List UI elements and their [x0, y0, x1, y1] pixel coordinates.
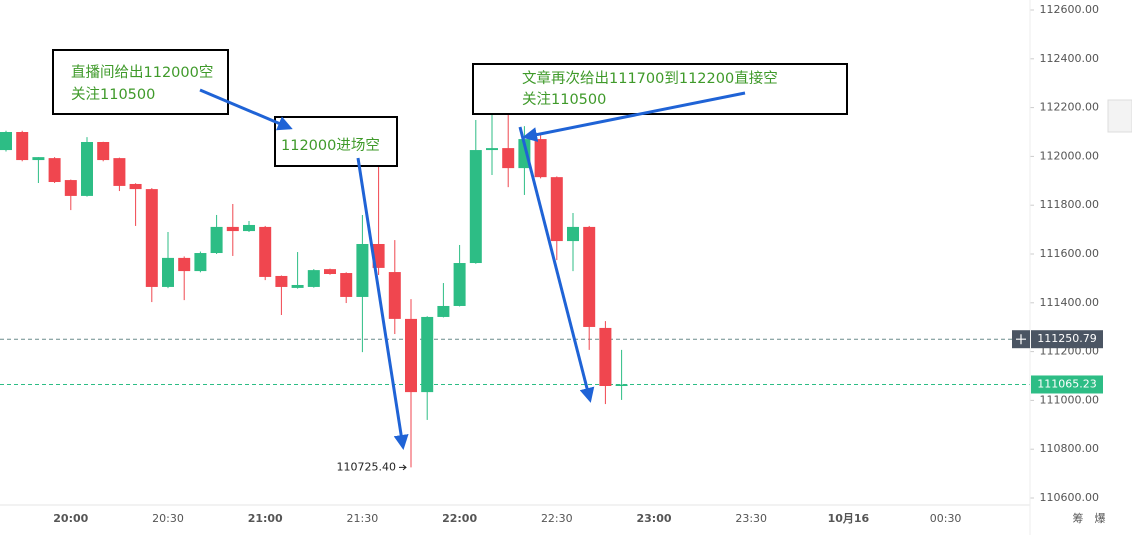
candle-body [162, 257, 174, 287]
annotation-text: 文章再次给出111700到112200直接空 [522, 69, 778, 87]
y-tick-label: 112600.00 [1040, 3, 1100, 16]
x-tick-label: 21:00 [248, 512, 283, 525]
candle-body [113, 158, 126, 186]
candle-body [534, 139, 547, 178]
candle-body [259, 226, 272, 277]
candle-body [291, 284, 304, 288]
candle-body [145, 189, 158, 287]
annotation-text: 关注110500 [522, 91, 606, 108]
candle-body [567, 226, 579, 242]
candle-body [178, 257, 191, 272]
candle-body [405, 318, 417, 393]
x-tick-label: 22:00 [442, 512, 477, 525]
candle-body [64, 180, 77, 196]
crosshair-label: 111250.79 [1037, 332, 1097, 345]
candle-body [356, 243, 369, 297]
candle-body [615, 384, 628, 387]
candle-body [437, 305, 450, 317]
candle-body [486, 148, 498, 151]
y-tick-label: 112200.00 [1040, 101, 1100, 114]
candle-body [502, 148, 515, 169]
candle-body [48, 158, 61, 183]
candle-body [599, 327, 612, 387]
x-tick-label: 23:00 [636, 512, 671, 525]
x-tick-label: 10月16 [828, 512, 870, 525]
candle-body [388, 272, 401, 319]
footer-button[interactable]: 爆 [1095, 511, 1106, 525]
annotation-box [472, 63, 848, 115]
candle-body [275, 275, 288, 287]
x-tick-label: 23:30 [735, 512, 767, 525]
arrow [518, 126, 595, 403]
y-tick-label: 112400.00 [1040, 52, 1100, 65]
y-tick-label: 110800.00 [1040, 442, 1100, 455]
y-tick-label: 112000.00 [1040, 149, 1100, 162]
scroll-handle[interactable] [1107, 99, 1132, 133]
candle-body [194, 253, 207, 272]
candle-body [81, 142, 93, 196]
candle-body [129, 183, 142, 190]
candle-body [550, 177, 563, 242]
annotations: 直播间给出112000空 关注110500 112000进场空 文章再次给出11… [52, 49, 848, 450]
candle-body [243, 224, 255, 232]
x-tick-label: 20:30 [152, 512, 184, 525]
footer-button[interactable]: 筹 [1073, 511, 1084, 525]
last-price-tag [1031, 375, 1103, 394]
arrow [199, 88, 293, 131]
candle-body [583, 226, 596, 327]
x-tick-label: 22:30 [541, 512, 573, 525]
x-tick-label: 21:30 [347, 512, 379, 525]
candle-body [421, 316, 434, 393]
x-tick-label: 00:30 [930, 512, 962, 525]
candle-body [16, 132, 29, 161]
y-tick-label: 111400.00 [1040, 296, 1100, 309]
arrow [356, 157, 409, 450]
y-tick-label: 111800.00 [1040, 198, 1100, 211]
candle-body [32, 157, 45, 161]
arrow [522, 91, 746, 143]
annotation-text: 关注110500 [71, 86, 155, 103]
annotation-text: 直播间给出112000空 [71, 64, 213, 81]
candle-body [453, 263, 466, 306]
annotation-box [274, 116, 398, 167]
candle-body [340, 273, 353, 297]
crosshair-tag [1031, 330, 1103, 349]
candle-body [469, 150, 482, 264]
y-tick-label: 110600.00 [1040, 491, 1100, 504]
candle-body [226, 226, 239, 232]
annotation-box [52, 49, 229, 115]
low-pointer [399, 464, 407, 471]
low-label: 110725.40 [337, 460, 397, 473]
x-tick-label: 20:00 [53, 512, 88, 525]
annotation-text: 112000进场空 [281, 137, 380, 154]
y-tick-label: 111000.00 [1040, 393, 1100, 406]
y-tick-label: 111600.00 [1040, 247, 1100, 260]
candle-body [210, 226, 223, 254]
candle-body [324, 269, 336, 275]
add-icon [1016, 334, 1026, 345]
candle-body [97, 142, 110, 161]
candle-body [307, 270, 320, 287]
candle-body [0, 132, 12, 151]
last-price-label: 111065.23 [1037, 377, 1097, 390]
